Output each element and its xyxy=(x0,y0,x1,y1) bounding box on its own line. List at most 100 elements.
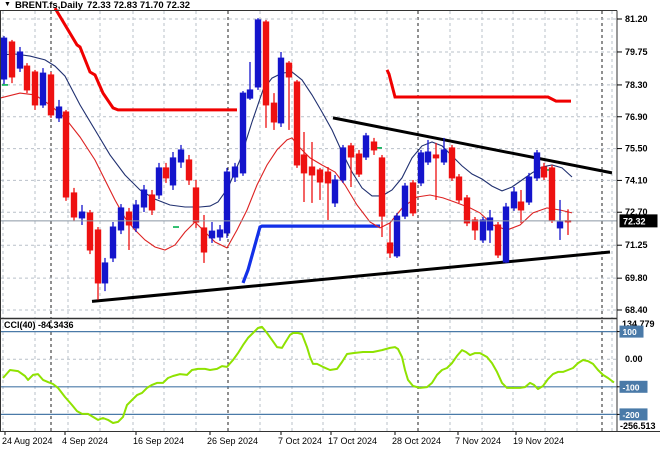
candle-body xyxy=(55,106,63,119)
candle-body xyxy=(463,197,471,224)
candle-body xyxy=(8,41,16,78)
time-axis: 24 Aug 2024 4 Sep 2024 16 Sep 2024 26 Sep 2… xyxy=(2,432,564,446)
candle-body xyxy=(231,166,239,178)
candle-body xyxy=(440,149,448,163)
overlays xyxy=(2,7,613,303)
trendline-descending[interactable] xyxy=(332,116,613,175)
trendline-ascending[interactable] xyxy=(91,250,611,303)
cci-level-box xyxy=(619,408,648,421)
candle-body xyxy=(308,166,316,176)
cci-level-box xyxy=(619,380,648,393)
date-label: 17 Oct 2024 xyxy=(328,436,377,446)
cci-max-label: 134.779 xyxy=(622,319,655,329)
price-axis-label: 75.50 xyxy=(625,144,648,154)
candle-body xyxy=(94,229,102,284)
candle-body xyxy=(246,89,254,99)
price-axis-label: 78.30 xyxy=(625,80,648,90)
candle-body xyxy=(254,19,262,88)
candle-body xyxy=(517,201,525,211)
stop-line-red xyxy=(385,69,571,103)
candle-body xyxy=(169,157,177,186)
candle-body xyxy=(162,167,170,179)
candle-body xyxy=(401,185,409,217)
candle-body xyxy=(370,141,378,151)
candle-body xyxy=(471,219,479,231)
cci-level-box-label: -200 xyxy=(623,410,640,420)
ohlc-readout: 72.33 72.83 71.70 72.32 xyxy=(87,0,191,11)
candle-body xyxy=(262,21,270,106)
indicator-name-label: CCI(40) -84.3436 xyxy=(4,320,74,330)
candle-body xyxy=(355,153,363,175)
candle-body xyxy=(140,189,148,208)
chart-title: ▼ BRENT.fs,Daily 72.33 72.83 71.70 72.32 xyxy=(4,0,191,11)
cci-min-label: -256.513 xyxy=(620,421,656,431)
stop-line-blue xyxy=(241,224,380,284)
indicator-levels xyxy=(1,330,617,416)
candle-body xyxy=(525,176,533,203)
date-label: 7 Nov 2024 xyxy=(455,436,501,446)
current-price-box-label: 72.32 xyxy=(623,216,646,226)
candle-body xyxy=(223,171,231,234)
candle-body xyxy=(185,159,193,181)
candle-body xyxy=(62,111,70,198)
candle-body xyxy=(293,81,301,166)
ma-line-blue xyxy=(0,53,573,208)
cci xyxy=(2,325,615,424)
candlestick-series xyxy=(0,18,572,300)
candle-body xyxy=(347,145,355,158)
candle-body xyxy=(448,147,456,179)
candle-body xyxy=(132,204,140,229)
candle-body xyxy=(125,211,133,226)
candle-body xyxy=(494,224,502,256)
price-axis-label: 68.40 xyxy=(625,305,648,315)
candle-body xyxy=(239,92,247,174)
candle-body xyxy=(324,171,332,184)
candle-body xyxy=(502,206,510,263)
candle-body xyxy=(208,230,216,239)
candle-body xyxy=(192,187,200,223)
candle-body xyxy=(417,152,425,184)
candle-body xyxy=(409,182,417,214)
candle-body xyxy=(533,152,541,179)
candle-body xyxy=(424,151,432,163)
grid xyxy=(1,11,617,431)
candle-body xyxy=(270,102,278,123)
candle-body xyxy=(0,37,8,80)
candle-body xyxy=(285,62,293,78)
candle-body xyxy=(109,226,117,259)
candle-body xyxy=(101,262,109,284)
candle-body xyxy=(23,65,31,91)
date-label: 26 Sep 2024 xyxy=(207,436,258,446)
date-label: 7 Oct 2024 xyxy=(278,436,322,446)
candle-body xyxy=(277,57,285,124)
candle-body xyxy=(47,74,55,116)
price-axis-label: 71.25 xyxy=(625,240,648,250)
cci-line xyxy=(2,325,615,424)
cci-level-box-label: 100 xyxy=(623,327,637,337)
candle-body xyxy=(362,135,370,158)
candle-body xyxy=(300,154,308,174)
stop-line-red xyxy=(53,7,237,112)
symbol-dropdown-icon[interactable]: ▼ xyxy=(4,1,11,8)
current-price-box xyxy=(619,214,658,228)
candle-body xyxy=(339,147,347,181)
indicator-axis: 134.779 0.00 -256.513 100 -100 -200 xyxy=(617,319,656,431)
price-axis-label: 74.10 xyxy=(625,175,648,185)
candle-body xyxy=(200,227,208,253)
candle-body xyxy=(479,219,487,241)
price-axis-label: 81.20 xyxy=(625,14,648,24)
panel-borders xyxy=(0,10,660,432)
candle-body xyxy=(540,166,548,178)
cci-zero-label: 0.00 xyxy=(625,354,643,364)
candle-body xyxy=(155,167,163,196)
candle-body xyxy=(486,217,494,231)
price-axis: 81.20 79.75 78.30 76.90 75.50 74.10 72.70 71.25… xyxy=(617,14,658,315)
date-label: 19 Nov 2024 xyxy=(513,436,564,446)
candle-body xyxy=(393,215,401,257)
candle-body xyxy=(148,194,156,211)
candle-body xyxy=(177,149,185,163)
candle-body xyxy=(16,51,24,69)
symbol-timeframe-label: BRENT.fs,Daily xyxy=(14,0,84,11)
